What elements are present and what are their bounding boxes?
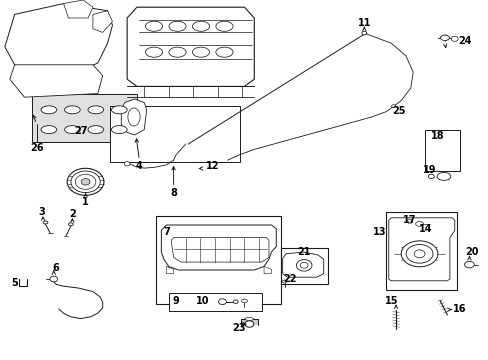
Text: 11: 11 — [357, 18, 370, 28]
Ellipse shape — [64, 106, 80, 114]
Ellipse shape — [406, 220, 412, 223]
Text: 21: 21 — [297, 247, 310, 257]
Bar — [156, 216, 281, 304]
Polygon shape — [264, 266, 271, 274]
Ellipse shape — [43, 221, 48, 224]
Bar — [240, 319, 258, 325]
Text: 1: 1 — [82, 197, 89, 207]
Polygon shape — [166, 266, 173, 274]
Text: 14: 14 — [418, 224, 431, 234]
Ellipse shape — [71, 171, 100, 193]
Bar — [425, 130, 459, 171]
Polygon shape — [161, 225, 276, 270]
Ellipse shape — [169, 47, 185, 57]
Text: 18: 18 — [430, 131, 444, 141]
Ellipse shape — [216, 47, 233, 57]
Ellipse shape — [440, 35, 448, 41]
Ellipse shape — [427, 174, 433, 179]
Ellipse shape — [68, 223, 73, 226]
Ellipse shape — [244, 318, 253, 320]
Ellipse shape — [111, 106, 127, 114]
Ellipse shape — [192, 21, 209, 31]
Text: 3: 3 — [38, 207, 45, 217]
Ellipse shape — [145, 47, 162, 57]
Polygon shape — [127, 7, 254, 86]
Polygon shape — [10, 65, 102, 97]
Ellipse shape — [81, 179, 90, 185]
Ellipse shape — [361, 31, 366, 35]
Ellipse shape — [50, 276, 58, 282]
Polygon shape — [171, 238, 268, 262]
Ellipse shape — [400, 241, 437, 267]
Text: 15: 15 — [384, 296, 397, 306]
Text: 2: 2 — [69, 209, 76, 219]
Ellipse shape — [67, 168, 104, 195]
Ellipse shape — [300, 262, 307, 268]
Ellipse shape — [413, 250, 424, 258]
Polygon shape — [121, 99, 146, 135]
Text: 22: 22 — [283, 274, 296, 284]
Bar — [168, 293, 261, 311]
Text: 6: 6 — [53, 263, 60, 273]
Ellipse shape — [41, 106, 57, 114]
Text: 4: 4 — [136, 161, 142, 171]
Text: 12: 12 — [205, 161, 219, 171]
Bar — [281, 248, 327, 284]
Ellipse shape — [124, 162, 130, 166]
Ellipse shape — [75, 174, 96, 189]
Text: 13: 13 — [372, 227, 386, 237]
Bar — [110, 106, 239, 162]
Ellipse shape — [391, 105, 395, 108]
Polygon shape — [5, 4, 112, 76]
Text: 7: 7 — [163, 227, 170, 237]
Ellipse shape — [405, 244, 432, 263]
Text: 5: 5 — [11, 278, 18, 288]
Ellipse shape — [233, 300, 238, 303]
Text: 17: 17 — [402, 215, 416, 225]
Text: 20: 20 — [464, 247, 478, 257]
Text: 26: 26 — [30, 143, 43, 153]
Ellipse shape — [64, 126, 80, 134]
Ellipse shape — [464, 261, 473, 268]
Text: 25: 25 — [391, 105, 405, 116]
Text: 10: 10 — [196, 296, 209, 306]
Ellipse shape — [415, 222, 423, 226]
Ellipse shape — [111, 126, 127, 134]
Polygon shape — [388, 218, 454, 281]
Text: 9: 9 — [172, 296, 179, 306]
Ellipse shape — [216, 21, 233, 31]
Ellipse shape — [88, 126, 103, 134]
Ellipse shape — [128, 108, 140, 126]
Ellipse shape — [88, 106, 103, 114]
Text: 24: 24 — [457, 36, 470, 46]
Bar — [32, 94, 137, 142]
Text: 27: 27 — [74, 126, 87, 136]
Ellipse shape — [192, 47, 209, 57]
Text: 23: 23 — [231, 323, 245, 333]
Ellipse shape — [41, 126, 57, 134]
Ellipse shape — [145, 21, 162, 31]
Ellipse shape — [450, 36, 457, 41]
Ellipse shape — [244, 321, 253, 327]
Text: 19: 19 — [422, 165, 435, 175]
Ellipse shape — [241, 299, 247, 303]
Text: 8: 8 — [170, 188, 177, 198]
Polygon shape — [63, 0, 93, 18]
Polygon shape — [282, 252, 323, 277]
Polygon shape — [93, 11, 112, 32]
Ellipse shape — [282, 280, 286, 283]
Ellipse shape — [296, 260, 311, 271]
Ellipse shape — [169, 21, 185, 31]
Bar — [386, 212, 456, 290]
Ellipse shape — [436, 172, 450, 180]
Text: 16: 16 — [452, 304, 466, 314]
Ellipse shape — [218, 299, 226, 305]
